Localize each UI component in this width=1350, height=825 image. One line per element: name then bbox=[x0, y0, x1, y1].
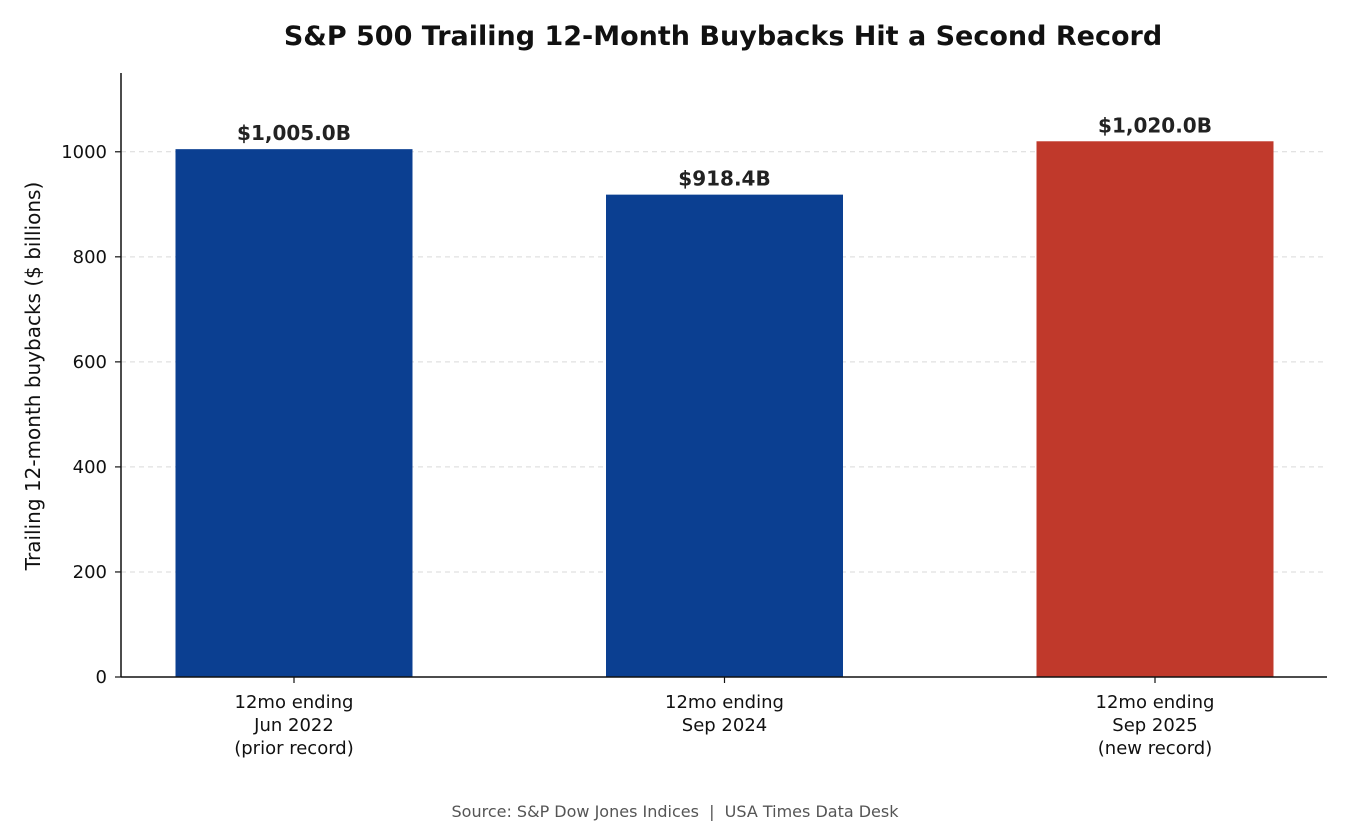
y-tick-label: 0 bbox=[96, 667, 107, 688]
source-note: Source: S&P Dow Jones Indices | USA Time… bbox=[452, 802, 900, 821]
data-labels: $1,005.0B $918.4B $1,020.0B bbox=[237, 113, 1212, 190]
x-tick-label-line: Jun 2022 bbox=[253, 715, 334, 736]
x-tick-label-line: (new record) bbox=[1098, 738, 1212, 759]
bars bbox=[175, 141, 1274, 678]
x-tick-label-line: (prior record) bbox=[234, 738, 354, 759]
y-tick-label: 1000 bbox=[61, 142, 107, 163]
bar-value-label: $1,020.0B bbox=[1098, 113, 1212, 137]
y-tick-label: 800 bbox=[73, 247, 107, 268]
x-tick-label: 12mo ending Sep 2024 bbox=[665, 692, 784, 736]
x-tick-label-line: Sep 2024 bbox=[682, 715, 767, 736]
x-tick-label-line: 12mo ending bbox=[665, 692, 784, 713]
y-tick-label: 400 bbox=[73, 457, 107, 478]
bar bbox=[606, 194, 843, 677]
bar bbox=[1036, 141, 1274, 677]
x-tick-label: 12mo ending Jun 2022 (prior record) bbox=[234, 692, 354, 759]
x-tick-label-line: 12mo ending bbox=[235, 692, 354, 713]
bar-value-label: $918.4B bbox=[678, 167, 770, 191]
x-ticks: 12mo ending Jun 2022 (prior record)12mo en… bbox=[234, 677, 1214, 759]
bar-value-label: $1,005.0B bbox=[237, 121, 351, 145]
x-tick-label: 12mo ending Sep 2025 (new record) bbox=[1096, 692, 1215, 759]
y-ticks: 0 200 400 600 800 1000 bbox=[61, 142, 121, 688]
y-tick-label: 600 bbox=[73, 352, 107, 373]
x-tick-label-line: Sep 2025 bbox=[1112, 715, 1197, 736]
x-tick-label-line: 12mo ending bbox=[1096, 692, 1215, 713]
y-axis-label: Trailing 12-month buybacks ($ billions) bbox=[21, 182, 45, 572]
bar bbox=[175, 149, 413, 678]
y-tick-label: 200 bbox=[73, 562, 107, 583]
chart-title: S&P 500 Trailing 12-Month Buybacks Hit a… bbox=[284, 21, 1162, 52]
